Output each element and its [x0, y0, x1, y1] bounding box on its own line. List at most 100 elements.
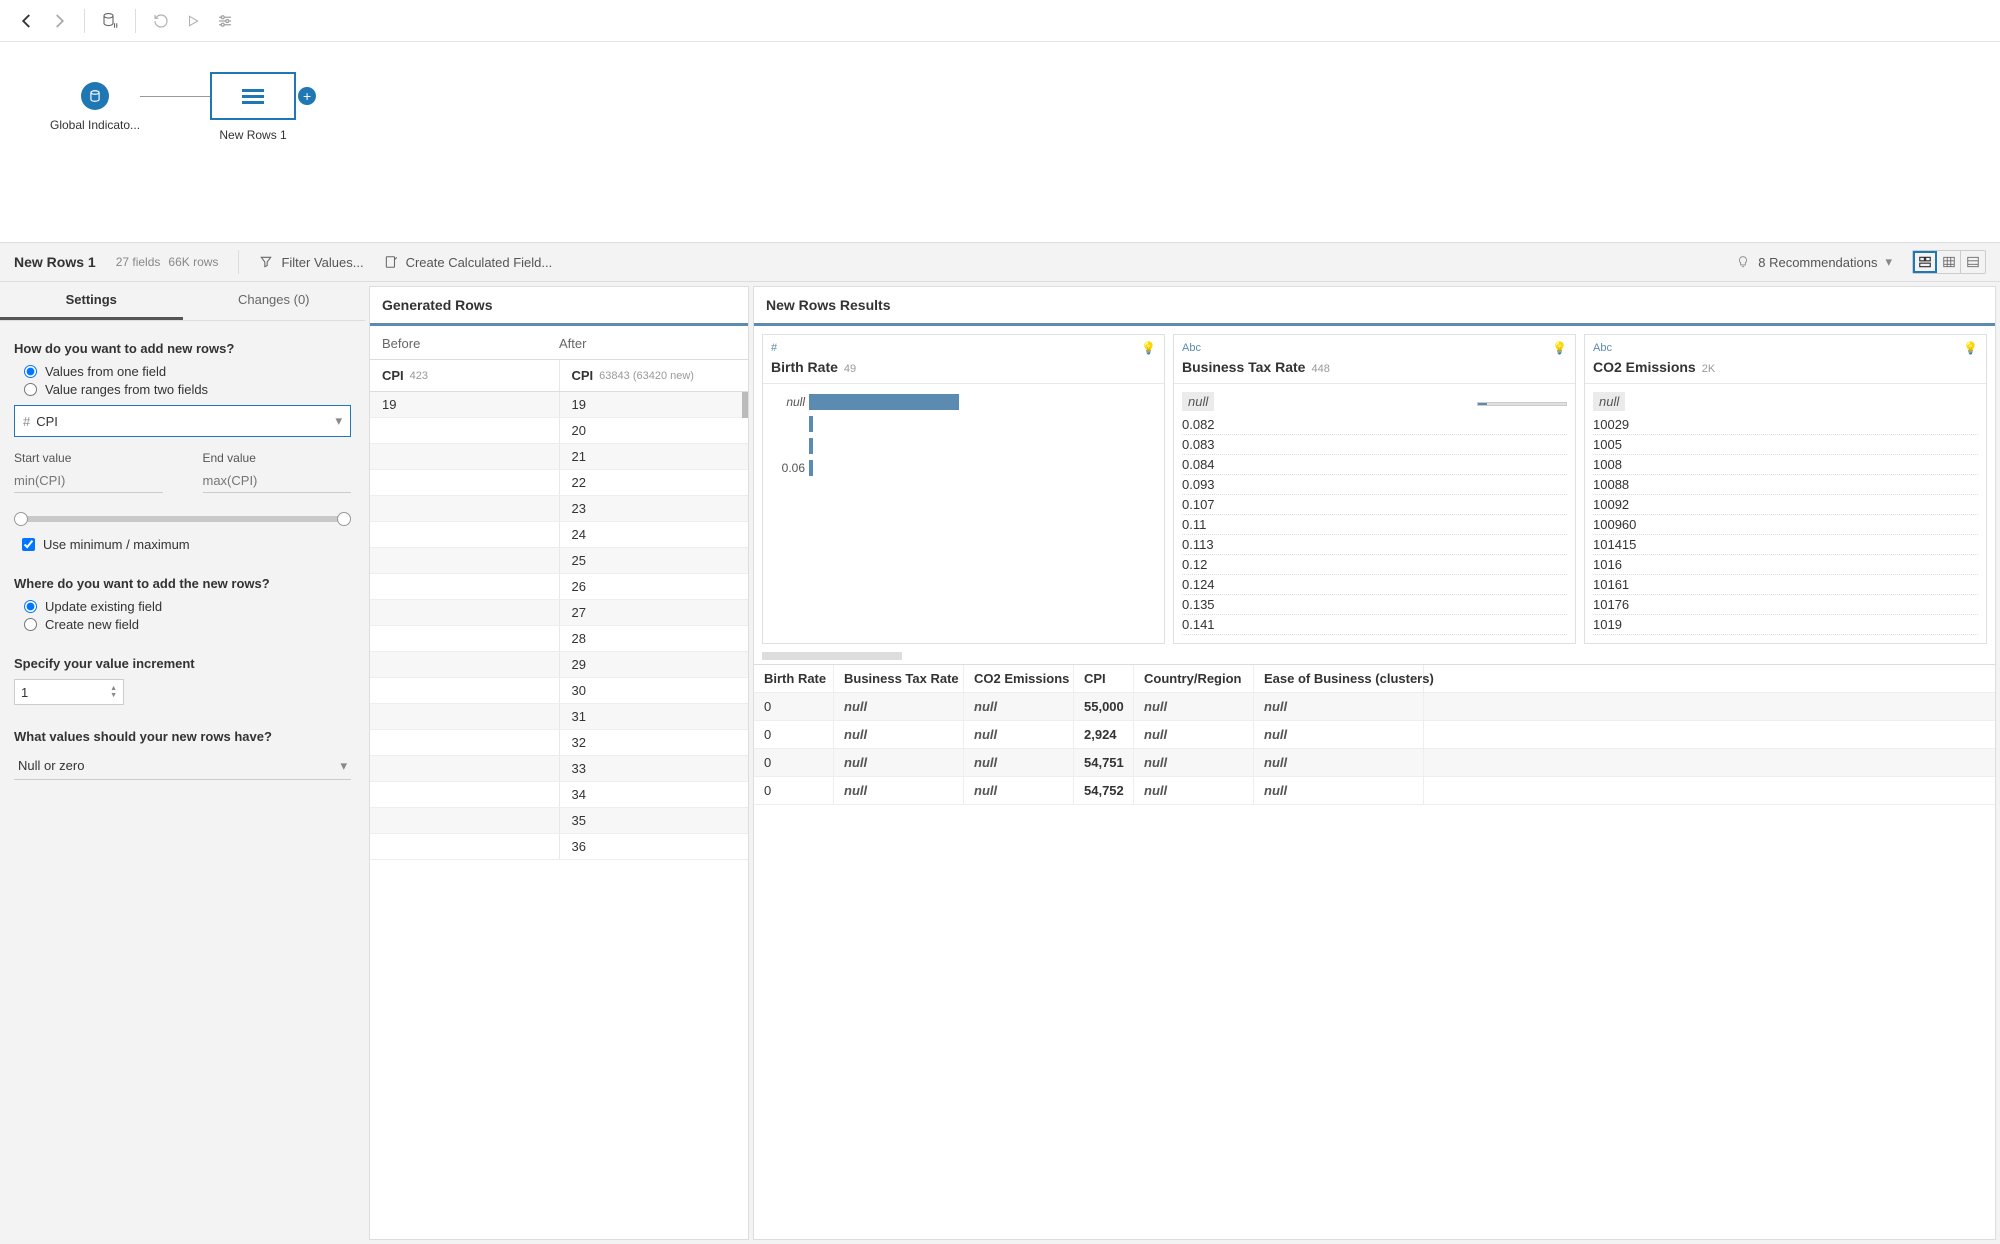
horizontal-scroll-indicator[interactable] [762, 652, 902, 660]
radio-update-field[interactable]: Update existing field [24, 599, 351, 614]
start-value-input[interactable] [14, 469, 163, 493]
rows-icon [242, 89, 264, 104]
top-toolbar [0, 0, 2000, 42]
table-row[interactable]: 0nullnull2,924nullnull [754, 721, 1995, 749]
question-how: How do you want to add new rows? [14, 341, 351, 356]
table-row[interactable]: 0nullnull54,752nullnull [754, 777, 1995, 805]
generated-row: 34 [370, 782, 748, 808]
generated-row: 29 [370, 652, 748, 678]
step-up-icon[interactable]: ▲ [110, 685, 117, 692]
radio-one-field[interactable]: Values from one field [24, 364, 351, 379]
connector-line [140, 96, 210, 97]
generated-row: 32 [370, 730, 748, 756]
filter-icon [259, 255, 273, 269]
lightbulb-icon[interactable]: 💡 [1552, 341, 1567, 355]
generated-row: 36 [370, 834, 748, 860]
flow-step-label: New Rows 1 [219, 128, 286, 142]
main-content: Settings Changes (0) How do you want to … [0, 282, 2000, 1244]
view-list-button[interactable] [1961, 251, 1985, 273]
field-select[interactable]: # CPI ▾ [14, 405, 351, 437]
step-title: New Rows 1 [14, 254, 96, 270]
table-row[interactable]: 0nullnull54,751nullnull [754, 749, 1995, 777]
refresh-icon[interactable] [152, 12, 170, 30]
minmax-checkbox[interactable]: Use minimum / maximum [22, 537, 351, 552]
slider-thumb-max[interactable] [337, 512, 351, 526]
generated-row: 25 [370, 548, 748, 574]
end-value-label: End value [203, 451, 352, 465]
profile-card[interactable]: #💡 Birth Rate49 null0.06 [762, 334, 1165, 644]
before-header: Before [382, 336, 559, 351]
question-values: What values should your new rows have? [14, 729, 351, 744]
flow-source-node[interactable]: Global Indicato... [50, 82, 140, 132]
back-icon[interactable] [18, 12, 36, 30]
database-icon [81, 82, 109, 110]
generated-row: 28 [370, 626, 748, 652]
settings-slider-icon[interactable] [216, 12, 234, 30]
data-pause-icon[interactable] [101, 12, 119, 30]
generated-title: Generated Rows [370, 287, 748, 326]
after-header: After [559, 336, 736, 351]
results-panel: New Rows Results #💡 Birth Rate49 null0.0… [753, 286, 1996, 1240]
null-values-select[interactable]: Null or zero ▾ [14, 752, 351, 780]
end-value-input[interactable] [203, 469, 352, 493]
recs-label: 8 Recommendations [1758, 255, 1877, 270]
step-down-icon[interactable]: ▼ [110, 692, 117, 699]
tab-settings[interactable]: Settings [0, 282, 183, 320]
radio-create-field[interactable]: Create new field [24, 617, 351, 632]
play-icon[interactable] [184, 12, 202, 30]
lightbulb-icon[interactable]: 💡 [1963, 341, 1978, 355]
profile-card[interactable]: Abc💡 CO2 Emissions2K null100291005100810… [1584, 334, 1987, 644]
filter-label: Filter Values... [281, 255, 363, 270]
table-header-row: Birth RateBusiness Tax RateCO2 Emissions… [754, 665, 1995, 693]
generated-row: 20 [370, 418, 748, 444]
rows-count: 66K rows [168, 255, 218, 269]
filter-values-button[interactable]: Filter Values... [259, 255, 363, 270]
flow-source-label: Global Indicato... [50, 118, 140, 132]
start-value-label: Start value [14, 451, 163, 465]
view-grid-button[interactable] [1937, 251, 1961, 273]
lightbulb-icon[interactable]: 💡 [1141, 341, 1156, 355]
range-slider[interactable] [14, 511, 351, 527]
generated-row: 26 [370, 574, 748, 600]
question-increment: Specify your value increment [14, 656, 351, 671]
before-count: 423 [410, 370, 428, 382]
recommendations-button[interactable]: 8 Recommendations ▾ [1736, 254, 1892, 270]
generated-rows-panel: Generated Rows Before After CPI423 CPI63… [369, 286, 749, 1240]
view-toggle [1912, 250, 1986, 274]
generated-row: 31 [370, 704, 748, 730]
profile-cards: #💡 Birth Rate49 null0.06 Abc💡 Business T… [754, 326, 1995, 652]
chevron-down-icon: ▾ [340, 758, 347, 774]
after-count: 63843 (63420 new) [599, 370, 694, 382]
flow-canvas: Global Indicato... New Rows 1 + [0, 42, 2000, 242]
before-col-label: CPI [382, 368, 404, 383]
scrollbar-thumb[interactable] [742, 392, 748, 418]
chevron-down-icon: ▾ [335, 413, 342, 429]
settings-panel: Settings Changes (0) How do you want to … [0, 282, 365, 1244]
table-row[interactable]: 0nullnull55,000nullnull [754, 693, 1995, 721]
profile-card[interactable]: Abc💡 Business Tax Rate448 null0.0820.083… [1173, 334, 1576, 644]
generated-row: 27 [370, 600, 748, 626]
question-where: Where do you want to add the new rows? [14, 576, 351, 591]
separator [135, 9, 136, 33]
tab-changes[interactable]: Changes (0) [183, 282, 366, 320]
generated-row: 21 [370, 444, 748, 470]
radio-two-fields[interactable]: Value ranges from two fields [24, 382, 351, 397]
calc-label: Create Calculated Field... [406, 255, 553, 270]
increment-input[interactable]: 1 ▲▼ [14, 679, 124, 705]
create-calc-button[interactable]: Create Calculated Field... [384, 255, 553, 270]
settings-tabs: Settings Changes (0) [0, 282, 365, 321]
forward-icon[interactable] [50, 12, 68, 30]
separator [84, 9, 85, 33]
fields-count: 27 fields [116, 255, 161, 269]
lightbulb-icon [1736, 255, 1750, 269]
results-title: New Rows Results [754, 287, 1995, 326]
view-profile-button[interactable] [1913, 251, 1937, 273]
slider-thumb-min[interactable] [14, 512, 28, 526]
generated-row: 35 [370, 808, 748, 834]
results-table: Birth RateBusiness Tax RateCO2 Emissions… [754, 664, 1995, 805]
generated-row: 23 [370, 496, 748, 522]
step-header-bar: New Rows 1 27 fields 66K rows Filter Val… [0, 242, 2000, 282]
flow-step-node[interactable]: New Rows 1 [210, 72, 296, 142]
add-step-button[interactable]: + [298, 87, 316, 105]
number-type-icon: # [23, 414, 30, 429]
